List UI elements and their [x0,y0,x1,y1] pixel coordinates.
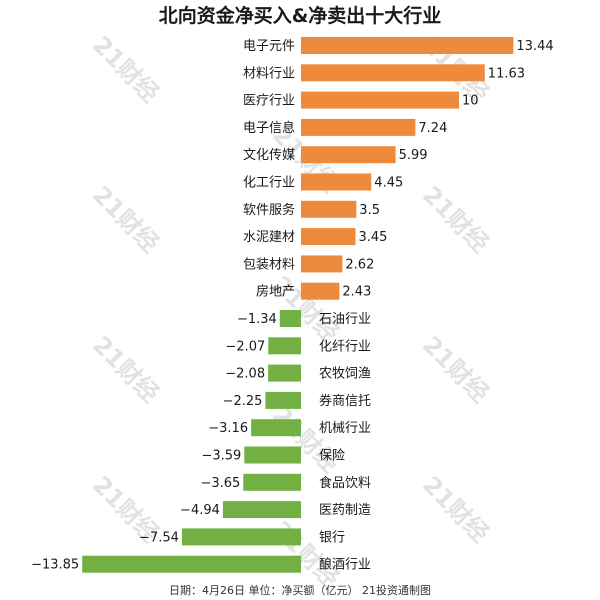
chart-footer: 日期：4月26日 单位：净买额（亿元） 21投资通制图 [169,583,431,597]
watermark-9: 21财经 [267,401,344,478]
category-label-7: 软件服务 [243,202,295,218]
category-label-16: 保险 [319,449,345,464]
bar-2 [301,64,485,82]
bar-5 [301,146,396,164]
bar-15 [251,419,301,437]
value-label-12: −2.07 [225,339,265,354]
watermark-5: 21财经 [417,181,494,258]
category-label-11: 石油行业 [319,312,371,327]
value-label-15: −3.16 [208,421,248,436]
bar-16 [244,446,301,464]
category-label-17: 食品饮料 [319,475,371,491]
bar-9 [301,255,343,273]
watermark-11: 21财经 [417,471,494,548]
value-label-4: 7.24 [418,121,447,136]
watermark-12: 21财经 [267,516,344,593]
value-label-11: −1.34 [237,312,277,327]
category-label-8: 水泥建材 [243,230,295,245]
value-label-6: 4.45 [374,176,403,191]
category-label-9: 包装材料 [243,257,295,272]
value-label-2: 11.63 [488,66,525,81]
bar-17 [243,473,301,491]
value-label-7: 3.5 [359,203,380,218]
bar-13 [268,364,301,382]
watermark-6: 21财经 [267,271,344,348]
value-label-3: 10 [462,94,479,109]
category-label-2: 材料行业 [243,66,295,81]
category-label-19: 银行 [319,530,345,545]
value-label-9: 2.62 [345,257,374,272]
watermark-8: 21财经 [417,331,494,408]
bar-11 [279,310,301,327]
category-label-15: 机械行业 [319,421,371,436]
bar-12 [268,337,301,355]
watermark-4: 21财经 [87,181,164,258]
category-label-10: 房地产 [256,284,295,300]
category-label-18: 医药制造 [319,503,371,518]
value-label-10: 2.43 [342,285,371,300]
category-label-20: 酿酒行业 [319,557,371,573]
category-label-3: 医疗行业 [243,94,295,109]
category-label-14: 券商信托 [319,393,371,409]
value-label-18: −4.94 [180,503,220,518]
value-label-13: −2.08 [225,367,265,382]
value-label-17: −3.65 [200,476,240,491]
value-label-16: −3.59 [201,449,241,464]
bars-group: 电子元件 13.44 材料行业 11.63 医疗行业 10 电子信息 7.24 文化传媒 5.99… [31,37,554,573]
value-label-1: 13.44 [516,39,553,54]
bar-3 [301,91,459,109]
bar-18 [222,501,301,519]
bar-8 [301,228,356,246]
value-label-14: −2.25 [223,394,263,409]
category-label-6: 化工行业 [243,176,295,191]
bar-1 [301,37,514,54]
value-label-20: −13.85 [31,558,79,573]
value-label-8: 3.45 [359,230,388,245]
category-label-4: 电子信息 [243,120,295,136]
chart-title: 北向资金净买入&净卖出十大行业 [159,4,442,27]
bar-10 [301,282,340,300]
bar-19 [181,528,301,546]
bar-6 [301,173,372,191]
bar-20 [82,555,301,573]
bar-7 [301,200,357,218]
category-label-13: 农牧饲渔 [319,367,371,382]
category-label-1: 电子元件 [243,39,295,54]
value-label-5: 5.99 [399,148,428,163]
category-label-5: 文化传媒 [243,148,295,163]
watermark-1: 21财经 [87,31,164,108]
bar-4 [301,118,416,136]
value-label-19: −7.54 [139,530,179,545]
bar-14 [265,391,301,409]
watermark-7: 21财经 [87,331,164,408]
category-label-12: 化纤行业 [319,339,371,354]
